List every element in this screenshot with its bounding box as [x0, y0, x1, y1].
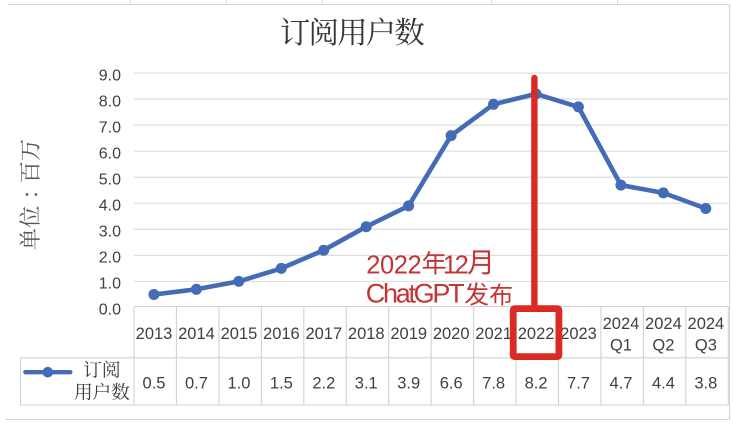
svg-text:0.0: 0.0	[99, 302, 121, 319]
svg-text:5.0: 5.0	[99, 171, 121, 188]
svg-text:7.7: 7.7	[567, 374, 590, 392]
svg-text:4.0: 4.0	[99, 198, 121, 215]
svg-text:7.8: 7.8	[482, 374, 505, 392]
svg-text:2: 2	[455, 251, 469, 279]
svg-text:8.0: 8.0	[99, 93, 121, 110]
svg-text:2017: 2017	[305, 325, 342, 343]
svg-text:2018: 2018	[348, 325, 385, 343]
svg-text:2013: 2013	[136, 325, 173, 343]
svg-text:2020: 2020	[433, 325, 470, 343]
svg-text:2019: 2019	[390, 325, 427, 343]
svg-text:1.0: 1.0	[99, 276, 121, 293]
svg-text:2021: 2021	[475, 325, 512, 343]
svg-text:2.2: 2.2	[312, 374, 335, 392]
svg-text:9.0: 9.0	[99, 67, 121, 84]
svg-text:2015: 2015	[221, 325, 258, 343]
svg-text:2024: 2024	[688, 315, 725, 333]
svg-text:7.0: 7.0	[99, 119, 121, 136]
svg-text:6.6: 6.6	[440, 374, 463, 392]
svg-text:1.5: 1.5	[270, 374, 293, 392]
svg-text:0.7: 0.7	[185, 374, 208, 392]
svg-text:2022: 2022	[366, 251, 422, 279]
svg-text:1: 1	[443, 251, 457, 279]
svg-text:4.7: 4.7	[610, 374, 633, 392]
svg-text:2014: 2014	[178, 325, 215, 343]
svg-text:6.0: 6.0	[99, 145, 121, 162]
svg-text:2023: 2023	[560, 325, 597, 343]
svg-text:4.4: 4.4	[652, 374, 675, 392]
svg-text:Q1: Q1	[610, 337, 632, 355]
svg-text:2022: 2022	[518, 325, 555, 343]
svg-text:8.2: 8.2	[525, 374, 548, 392]
svg-text:Q2: Q2	[652, 337, 674, 355]
svg-text:3.9: 3.9	[397, 374, 420, 392]
svg-text:0.5: 0.5	[143, 374, 166, 392]
svg-text:3.0: 3.0	[99, 224, 121, 241]
svg-text:2024: 2024	[645, 315, 682, 333]
svg-text:3.1: 3.1	[355, 374, 378, 392]
svg-text:2024: 2024	[603, 315, 640, 333]
svg-text:ChatGPT: ChatGPT	[366, 279, 465, 309]
svg-text:2016: 2016	[263, 325, 300, 343]
svg-text:1.0: 1.0	[227, 374, 250, 392]
svg-text:2.0: 2.0	[99, 250, 121, 267]
svg-text:3.8: 3.8	[694, 374, 717, 392]
svg-text:Q3: Q3	[695, 337, 717, 355]
